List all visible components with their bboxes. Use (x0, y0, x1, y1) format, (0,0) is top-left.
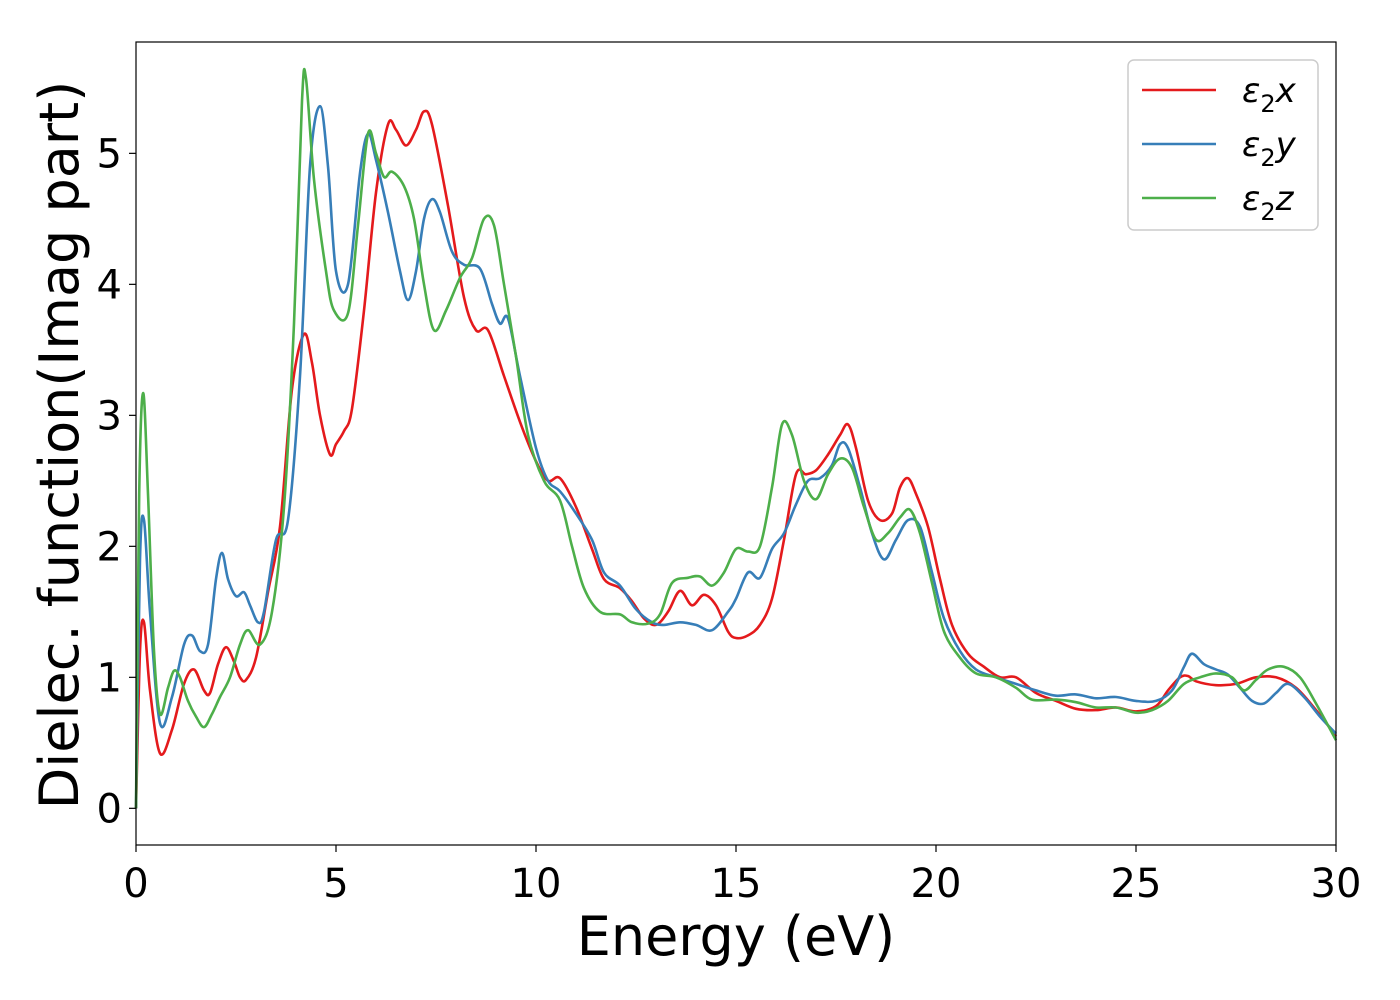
x-tick-label: 25 (1111, 861, 1162, 907)
x-axis-label: Energy (eV) (577, 905, 896, 968)
y-tick-label: 2 (97, 524, 122, 570)
x-tick-label: 15 (711, 861, 762, 907)
legend-label-z: ε2z (1242, 179, 1295, 226)
legend-symbol: ε (1242, 179, 1260, 219)
y-tick-label: 0 (97, 786, 122, 832)
x-tick-label: 0 (123, 861, 148, 907)
legend-subscript: 2 (1260, 198, 1275, 226)
legend-label-x: ε2x (1242, 71, 1297, 118)
y-axis-ticks: 0 1 2 3 4 5 (97, 131, 136, 832)
legend-component: z (1275, 179, 1295, 219)
y-tick-label: 3 (97, 393, 122, 439)
series-line-y (134, 104, 1337, 809)
legend-frame (1127, 59, 1319, 231)
x-tick-label: 5 (323, 861, 348, 907)
y-tick-label: 1 (97, 655, 122, 701)
legend-component: y (1275, 125, 1297, 165)
y-tick-label: 4 (97, 262, 122, 308)
y-tick-label: 5 (97, 131, 122, 177)
x-tick-label: 10 (511, 861, 562, 907)
x-tick-label: 20 (911, 861, 962, 907)
legend-subscript: 2 (1260, 90, 1275, 118)
legend-label-y: ε2y (1242, 125, 1297, 172)
legend-component: x (1275, 71, 1297, 111)
legend-subscript: 2 (1260, 144, 1275, 172)
x-axis-ticks: 0 5 10 15 20 25 30 (123, 845, 1361, 907)
y-axis-label: Dielec. function(Imag part) (28, 81, 91, 810)
x-tick-label: 30 (1311, 861, 1362, 907)
legend-symbol: ε (1242, 125, 1260, 165)
series-layer (134, 67, 1338, 809)
legend-symbol: ε (1242, 71, 1260, 111)
series-line-z (134, 67, 1338, 809)
